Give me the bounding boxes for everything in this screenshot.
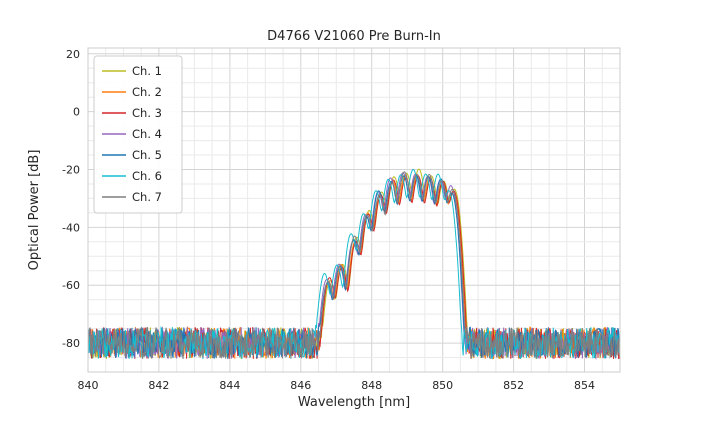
- x-tick-label: 848: [361, 379, 382, 392]
- y-tick-label: -60: [62, 279, 80, 292]
- legend-item-label: Ch. 4: [132, 127, 162, 141]
- series-line-ch-6: [87, 169, 621, 360]
- x-tick-label: 852: [503, 379, 524, 392]
- x-tick-label: 846: [290, 379, 311, 392]
- legend-item-label: Ch. 7: [132, 190, 162, 204]
- series-lines: [87, 168, 621, 360]
- x-tick-label: 840: [78, 379, 99, 392]
- x-tick-label: 850: [432, 379, 453, 392]
- x-tick-label: 844: [219, 379, 240, 392]
- chart-title: D4766 V21060 Pre Burn-In: [267, 29, 441, 44]
- tick-labels: 840 842 844 846 848 850 852 854 20 0 -20 -40 -60 -80: [62, 48, 595, 392]
- legend-item-label: Ch. 3: [132, 106, 162, 120]
- x-tick-label: 854: [574, 379, 595, 392]
- x-tick-label: 842: [148, 379, 169, 392]
- legend-item-label: Ch. 6: [132, 169, 162, 183]
- axes-frame: [87, 47, 621, 373]
- legend-item-label: Ch. 2: [132, 85, 162, 99]
- y-axis-label: Optical Power [dB]: [27, 150, 42, 271]
- y-tick-label: 0: [73, 106, 80, 119]
- legend-box: [93, 55, 183, 214]
- legend-item-label: Ch. 5: [132, 148, 162, 162]
- series-line-ch-7: [87, 171, 621, 360]
- y-tick-label: 20: [66, 48, 80, 61]
- y-tick-label: -40: [62, 221, 80, 234]
- y-tick-label: -80: [62, 337, 80, 350]
- x-axis-label: Wavelength [nm]: [298, 395, 410, 410]
- y-tick-label: -20: [62, 164, 80, 177]
- legend: Ch. 1 Ch. 2 Ch. 3 Ch. 4 Ch. 5 Ch. 6 Ch. 7: [93, 55, 183, 214]
- legend-item-label: Ch. 1: [132, 64, 162, 78]
